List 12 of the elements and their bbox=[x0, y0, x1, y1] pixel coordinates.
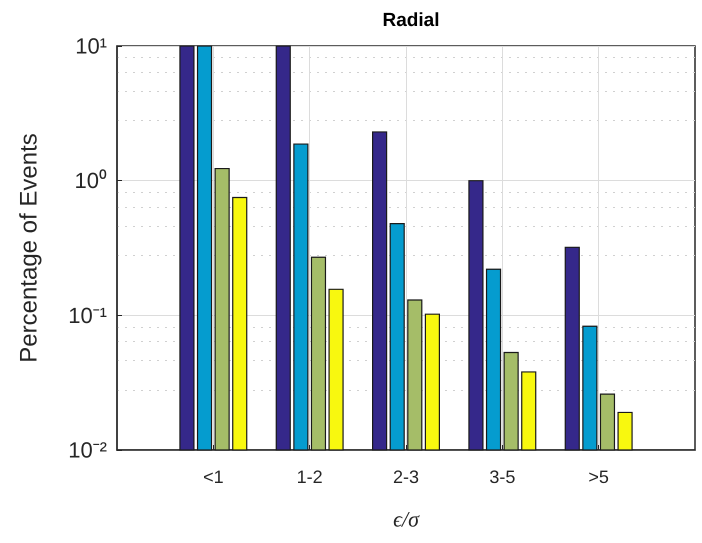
y-axis-title: Percentage of Events bbox=[16, 133, 42, 363]
x-tick-label: 3-5 bbox=[489, 467, 516, 487]
y-tick-label: 10⁻¹ bbox=[68, 302, 107, 328]
x-tick-label: 2-3 bbox=[392, 467, 420, 487]
y-tick-label: 10¹ bbox=[75, 34, 107, 58]
y-tick-label: 10⁰ bbox=[74, 168, 107, 194]
x-axis-title: ϵ/σ bbox=[393, 506, 420, 532]
x-tick-label: <1 bbox=[203, 467, 224, 487]
chart-title: Radial bbox=[382, 10, 440, 31]
x-tick-label: >5 bbox=[588, 467, 609, 487]
y-tick-label: 10⁻² bbox=[68, 438, 107, 462]
x-tick-label: 1-2 bbox=[296, 467, 323, 487]
